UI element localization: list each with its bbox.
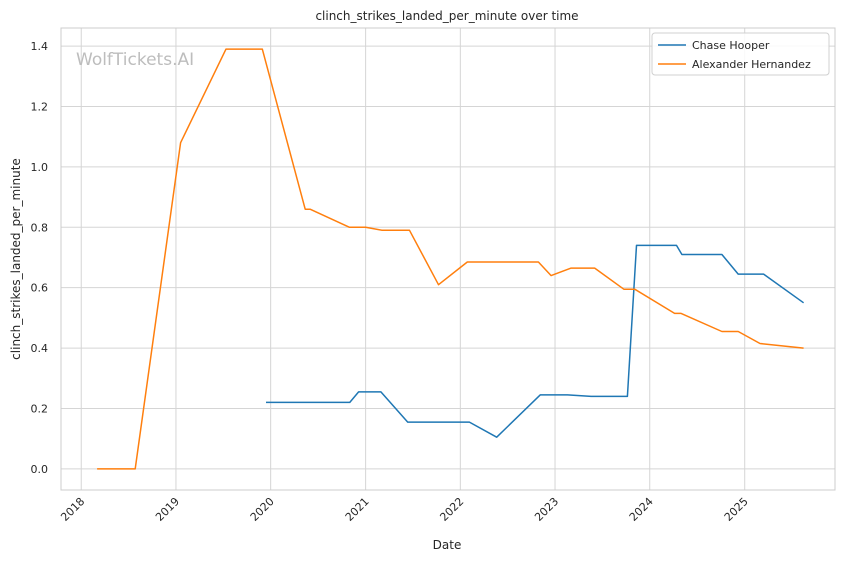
series-line-alexander-hernandez — [97, 48, 804, 470]
y-tick-label: 0.2 — [31, 402, 49, 415]
y-tick-label: 0.6 — [31, 282, 49, 295]
legend-label-chase-hooper: Chase Hooper — [692, 39, 770, 52]
plot-area-frame — [60, 27, 836, 491]
grid — [61, 28, 835, 490]
legend-label-alexander-hernandez: Alexander Hernandez — [692, 58, 811, 71]
y-tick-label: 0.0 — [31, 463, 49, 476]
y-axis-label: clinch_strikes_landed_per_minute — [9, 158, 23, 360]
y-tick-label: 1.2 — [31, 101, 49, 114]
y-tick-label: 0.4 — [31, 342, 49, 355]
legend-box — [651, 32, 830, 76]
y-tick-label: 1.0 — [31, 161, 49, 174]
series-line-chase-hooper — [266, 244, 805, 438]
series-lines — [97, 48, 805, 470]
chart-title: clinch_strikes_landed_per_minute over ti… — [315, 9, 578, 23]
y-axis-ticks: 0.0 0.2 0.4 0.6 0.8 1.0 1.2 1.4 — [31, 40, 49, 476]
x-axis-label: Date — [433, 538, 462, 552]
legend: Chase Hooper Alexander Hernandez — [651, 32, 830, 76]
y-tick-label: 0.8 — [31, 221, 49, 234]
watermark-text: WolfTickets.AI — [76, 50, 194, 70]
y-tick-label: 1.4 — [31, 40, 49, 53]
